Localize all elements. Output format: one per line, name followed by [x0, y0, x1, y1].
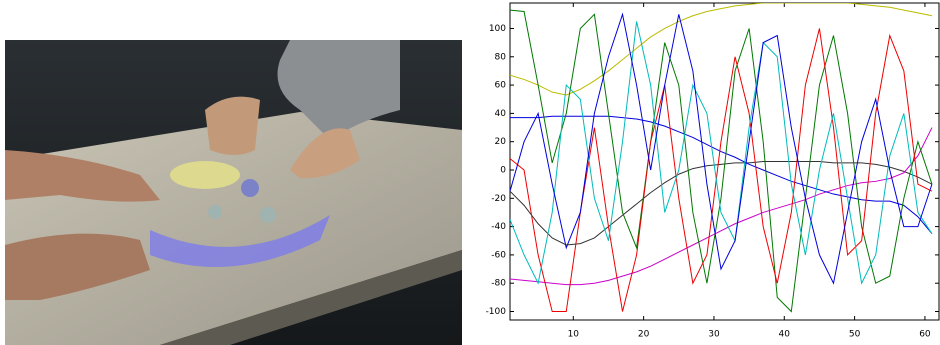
hand: [205, 97, 260, 155]
y-tick-label: -100: [486, 307, 507, 317]
photo: [5, 40, 462, 345]
plot-frame: [510, 3, 939, 320]
y-tick-label: 100: [489, 24, 506, 34]
y-tick-label: -40: [491, 222, 506, 232]
y-tick-label: -60: [491, 250, 506, 260]
x-tick-label: 20: [638, 330, 650, 340]
y-tick-label: 60: [495, 81, 507, 91]
puck: [260, 207, 276, 223]
yellow-glow: [170, 161, 240, 189]
x-tick-label: 60: [919, 330, 931, 340]
y-tick-label: 0: [500, 165, 506, 175]
x-tick-label: 10: [568, 330, 580, 340]
puck: [208, 205, 222, 219]
y-tick-label: -20: [491, 194, 506, 204]
y-tick-label: -80: [491, 279, 506, 289]
y-tick-label: 20: [495, 137, 507, 147]
puck: [241, 179, 259, 197]
x-tick-label: 50: [849, 330, 861, 340]
y-tick-label: 40: [495, 109, 507, 119]
y-tick-label: 80: [495, 52, 507, 62]
x-tick-label: 40: [779, 330, 791, 340]
x-tick-label: 30: [708, 330, 720, 340]
figure: -100 -80 -60 -40 -20 0 20 40 60 80 100 10 20 30 40 50 60: [0, 0, 940, 345]
